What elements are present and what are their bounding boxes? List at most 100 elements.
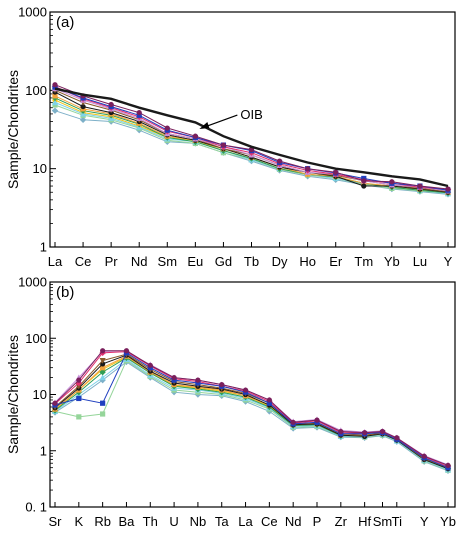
panel-b-series-7 <box>52 353 451 471</box>
panel-b-series-12 <box>51 358 452 475</box>
panel-b-series-line <box>54 358 449 471</box>
panel-b-data-point <box>445 462 451 468</box>
panel-a-data-point <box>136 112 142 118</box>
panel-a-data-point <box>52 93 58 99</box>
panel-b-data-point <box>75 383 82 390</box>
panel-a-data-point <box>52 82 58 88</box>
panel-a-data-point <box>164 125 170 131</box>
panel-a-series-line <box>54 86 449 191</box>
panel-a-x-tick-label: Eu <box>187 254 203 269</box>
panel-a-data-point <box>220 142 227 148</box>
panel-a-y-axis-label: Sample/Chondrites <box>5 70 21 189</box>
panel-a-y-tick-label: 10 <box>33 161 47 176</box>
panel-b-data-point <box>362 430 368 436</box>
panel-b-x-tick-label: Sm <box>373 514 393 529</box>
panel-b-data-point <box>100 400 106 406</box>
panel-a-data-point <box>389 179 395 185</box>
panel-b-x-tick-label: Ba <box>119 514 136 529</box>
panel-a-plot-frame <box>49 11 456 248</box>
panel-a-x-tick-label: Y <box>444 254 453 269</box>
panel-b-x-tick-label: K <box>74 514 83 529</box>
panel-b-data-point <box>100 411 106 417</box>
panel-b-series-11 <box>52 358 451 473</box>
panel-a-data-point <box>417 183 423 189</box>
panel-a-x-tick-label: Pr <box>105 254 119 269</box>
panel-b-x-tick-label: Rb <box>94 514 111 529</box>
panel-b-x-tick-label: P <box>313 514 322 529</box>
panel-a-data-point <box>79 116 87 124</box>
panel-b-x-tick-label: Ta <box>215 514 230 529</box>
panel-b-data-point <box>195 380 201 386</box>
panel-b-data-point <box>123 348 130 354</box>
panel-a-y-tick-label: 1000 <box>18 5 47 20</box>
panel-a-chart: 1 10 100 1000 La Ce Pr Nd Sm Eu Gd Tb Dy Ho Er Tm Yb Lu Y S… <box>5 5 456 269</box>
panel-a-data-point <box>361 183 367 189</box>
panel-a-data-point <box>51 107 59 114</box>
panel-a-annotation-label: OIB <box>240 107 262 122</box>
panel-a-data-point <box>445 186 451 192</box>
panel-b-data-point <box>171 374 177 381</box>
panel-a-x-tick-label: Dy <box>272 254 288 269</box>
panel-b-x-tick-label: Nb <box>190 514 207 529</box>
panel-b-x-tick-label: Nd <box>285 514 302 529</box>
panel-b-series-line <box>54 354 449 470</box>
panel-b-series-line <box>54 352 449 469</box>
panel-b-data-point <box>421 453 427 459</box>
panel-b-series-10 <box>52 354 451 471</box>
panel-a-x-tick-label: Yb <box>384 254 400 269</box>
panel-a-data-point <box>108 101 114 108</box>
panel-a-data-point <box>51 99 59 106</box>
panel-b-data-point <box>266 400 272 406</box>
panel-a-x-tick-label: Ho <box>299 254 316 269</box>
panel-a-series-group <box>51 82 452 198</box>
panel-a-x-tick-label: La <box>48 254 63 269</box>
panel-a-data-point <box>361 178 367 184</box>
panel-a-data-point <box>80 103 86 110</box>
panel-b-data-point <box>242 387 249 393</box>
panel-b-data-point <box>99 368 106 376</box>
panel-b-y-tick-label: 1 <box>40 443 47 458</box>
panel-a-y-tick-label: 1 <box>40 240 47 255</box>
panel-a-x-tick-label: Sm <box>158 254 178 269</box>
panel-b-data-point <box>100 365 106 371</box>
panel-b-series-5 <box>51 351 452 471</box>
panel-a-x-tick-label: Tm <box>354 254 373 269</box>
panel-b-y-axis-label: Sample/Chondrites <box>5 335 21 454</box>
panel-b-data-point <box>76 377 82 383</box>
panel-b-data-point <box>76 395 82 402</box>
panel-a-y-tick-label: 100 <box>25 83 47 98</box>
panel-b-x-tick-label: Y <box>420 514 429 529</box>
panel-a-x-tick-label: Tb <box>244 254 259 269</box>
panel-a-data-point <box>305 166 311 172</box>
panel-b-series-line <box>54 356 449 469</box>
panel-b-data-point <box>76 414 82 420</box>
panel-b-y-tick-label: 100 <box>25 331 47 346</box>
panel-a-x-tick-label: Lu <box>413 254 427 269</box>
panel-b-y-tick-label: 10 <box>33 387 47 402</box>
panel-a-data-point <box>136 109 142 116</box>
panel-b-data-point <box>394 435 400 441</box>
panel-b-series-line <box>54 359 449 471</box>
panel-b-x-tick-label: La <box>238 514 253 529</box>
panel-b-data-point <box>147 362 153 368</box>
panel-b-data-point <box>195 377 201 383</box>
panel-b-series-line <box>54 350 449 466</box>
panel-a-x-tick-label: Er <box>329 254 343 269</box>
panel-a-reference-line <box>54 87 449 188</box>
panel-b-data-point <box>52 400 58 406</box>
panel-a-x-tick-label: Nd <box>131 254 148 269</box>
panel-b-series-8 <box>51 354 452 472</box>
panel-a-x-tick-label: Gd <box>215 254 232 269</box>
panel-a-annotation-arrow-line <box>204 114 238 128</box>
panel-a-data-point <box>276 158 283 164</box>
panel-b-x-tick-label: Sr <box>49 514 63 529</box>
panel-b-series-line <box>54 355 449 469</box>
panel-a-panel-label: (a) <box>56 14 74 31</box>
panel-a-data-point <box>192 133 198 139</box>
panel-b-series-group <box>51 348 452 475</box>
panel-b-data-point <box>314 417 320 423</box>
panel-a-data-point <box>333 169 339 175</box>
panel-b-x-tick-label: Hf <box>358 514 371 529</box>
panel-b-series-1 <box>52 348 451 468</box>
